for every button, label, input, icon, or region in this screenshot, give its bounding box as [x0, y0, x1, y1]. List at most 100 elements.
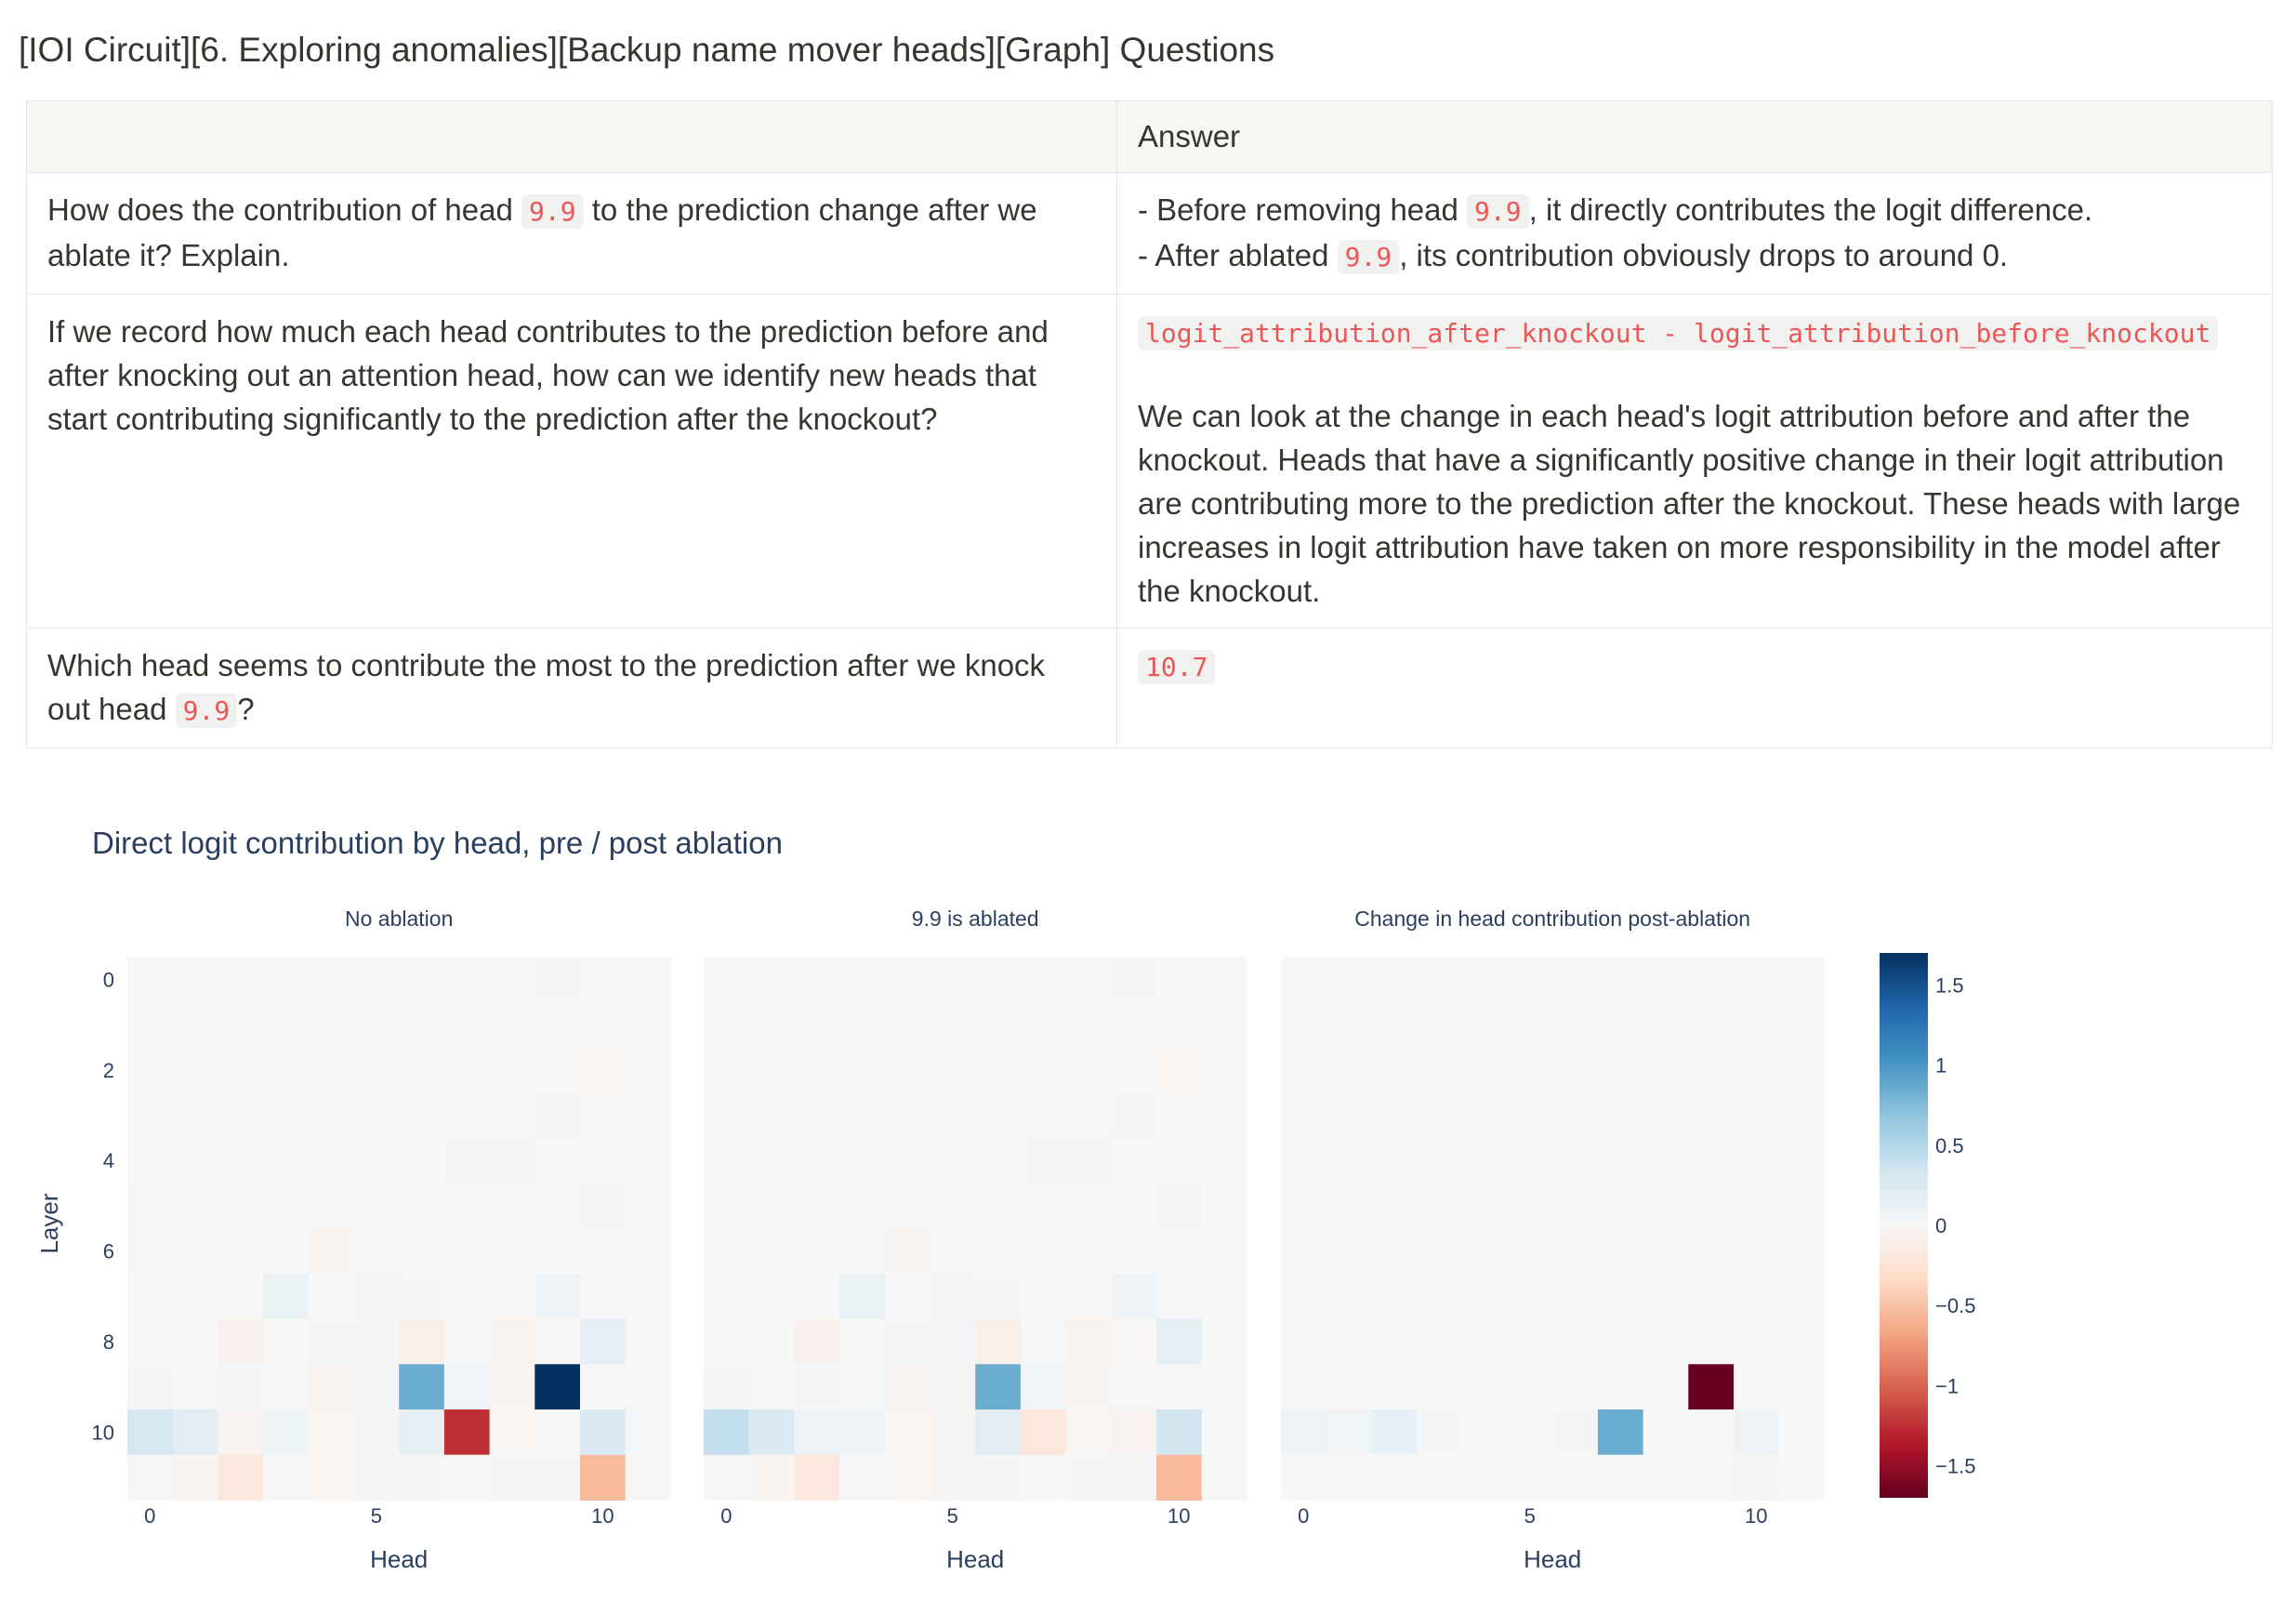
- heatmap-cell: [794, 1318, 840, 1365]
- heatmap-cell: [884, 1454, 931, 1501]
- heatmap-cell: [1688, 1001, 1735, 1048]
- heatmap-cell: [1111, 1364, 1157, 1410]
- heatmap-cell: [1065, 1454, 1112, 1501]
- heatmap-cell: [580, 1364, 627, 1410]
- toggle-arrow-icon[interactable]: ▾: [0, 34, 19, 67]
- heatmap-cell: [1734, 1228, 1780, 1275]
- heatmap-cell: [1597, 1364, 1644, 1410]
- heatmap-cell: [1201, 1273, 1247, 1320]
- heatmap-cell: [839, 1183, 886, 1229]
- heatmap-cell: [353, 957, 400, 1003]
- heatmap-cell: [127, 1001, 174, 1048]
- heatmap-cell: [1111, 1183, 1157, 1229]
- heatmap-cell: [263, 1273, 310, 1320]
- toggle-block[interactable]: ▾ [IOI Circuit][6. Exploring anomalies][…: [0, 20, 1274, 80]
- heatmap-cell: [1734, 1318, 1780, 1365]
- heatmap-cell: [1326, 1092, 1372, 1139]
- heatmap-cell: [884, 1409, 931, 1456]
- heatmap-cell: [1201, 957, 1247, 1003]
- question-text: to the prediction change after we ablate…: [47, 192, 1037, 272]
- heatmap-cell: [1020, 1183, 1067, 1229]
- colorbar-tick-label: 1: [1935, 1054, 1946, 1078]
- colorbar-tick-label: 1.5: [1935, 974, 1964, 998]
- heatmap-cell: [580, 1001, 627, 1048]
- heatmap-cell: [884, 1137, 931, 1184]
- heatmap-cell: [1643, 1092, 1689, 1139]
- heatmap-cell: [1778, 1454, 1825, 1501]
- heatmap-cell: [1326, 1318, 1372, 1365]
- heatmap-cell: [930, 1047, 976, 1093]
- heatmap-cell: [930, 1183, 976, 1229]
- heatmap-cell: [975, 1183, 1022, 1229]
- heatmap-cell: [1778, 1092, 1825, 1139]
- heatmap-cell: [1778, 1137, 1825, 1184]
- heatmap-cell: [534, 1454, 581, 1501]
- answer-line: - After ablated 9.9, its contribution ob…: [1138, 233, 2251, 279]
- heatmap-cell: [172, 1137, 218, 1184]
- heatmap-cell: [884, 1364, 931, 1410]
- question-cell: Which head seems to contribute the most …: [26, 628, 1117, 748]
- heatmap-cell: [580, 1137, 627, 1184]
- heatmap-cell: [975, 1409, 1022, 1456]
- heatmap-cell: [1201, 1137, 1247, 1184]
- heatmap-cell: [1281, 957, 1327, 1003]
- heatmap-cell: [443, 1318, 491, 1365]
- heatmap-cell: [1734, 1364, 1780, 1410]
- heatmap-cell: [1507, 1409, 1553, 1456]
- heatmap-cell: [1461, 1047, 1509, 1093]
- heatmap-cell: [580, 1092, 627, 1139]
- heatmap-cell: [127, 1047, 174, 1093]
- heatmap-cell: [1778, 957, 1825, 1003]
- table-row: How does the contribution of head 9.9 to…: [26, 172, 2273, 295]
- heatmap-cell: [930, 1318, 976, 1365]
- heatmap-cell: [580, 957, 627, 1003]
- heatmap-cell: [704, 1409, 750, 1456]
- heatmap-cell: [839, 1001, 886, 1048]
- heatmap-cell: [534, 1001, 581, 1048]
- heatmap-cell: [884, 1001, 931, 1048]
- heatmap-cell: [930, 1454, 976, 1501]
- heatmap-cell: [1688, 1409, 1735, 1456]
- heatmap-cell: [975, 957, 1022, 1003]
- heatmap-cell: [308, 1409, 355, 1456]
- heatmap-cell: [1734, 1183, 1780, 1229]
- heatmap-cell: [489, 1454, 535, 1501]
- heatmap-chart[interactable]: Direct logit contribution by head, pre /…: [0, 790, 2296, 1601]
- heatmap-cell: [1326, 1228, 1372, 1275]
- heatmap-cell: [263, 1137, 310, 1184]
- heatmap-cell: [704, 1364, 750, 1410]
- heatmap-cell: [794, 1364, 840, 1410]
- heatmap-cell: [127, 1228, 174, 1275]
- heatmap-cell: [975, 1047, 1022, 1093]
- x-tick-label: 10: [591, 1504, 614, 1528]
- question-cell: If we record how much each head contribu…: [26, 294, 1117, 628]
- heatmap-cell: [1643, 1364, 1689, 1410]
- heatmap-cell: [1461, 1137, 1509, 1184]
- heatmap-cell: [218, 1001, 264, 1048]
- heatmap-cell: [534, 1183, 581, 1229]
- heatmap-cell: [625, 1137, 671, 1184]
- heatmap-cell: [839, 1273, 886, 1320]
- heatmap-cell: [794, 1409, 840, 1456]
- inline-code: 9.9: [175, 694, 238, 728]
- heatmap-cell: [127, 1092, 174, 1139]
- heatmap-figure[interactable]: Direct logit contribution by head, pre /…: [0, 790, 2296, 1601]
- heatmap-cell: [1326, 1364, 1372, 1410]
- heatmap-cell: [1734, 957, 1780, 1003]
- heatmap-cell: [489, 1092, 535, 1139]
- heatmap-cell: [1597, 1454, 1644, 1501]
- heatmap-cell: [353, 1228, 400, 1275]
- heatmap-cell: [1065, 1092, 1112, 1139]
- heatmap-cell: [308, 1183, 355, 1229]
- heatmap-cell: [218, 1454, 264, 1501]
- colorbar-tick-label: 0.5: [1935, 1134, 1964, 1158]
- heatmap-cell: [580, 1409, 627, 1456]
- heatmap-cell: [1020, 1273, 1067, 1320]
- heatmap-cell: [704, 1183, 750, 1229]
- heatmap-cell: [884, 1183, 931, 1229]
- heatmap-cell: [1371, 1454, 1418, 1501]
- x-tick-label: 0: [720, 1504, 732, 1528]
- heatmap-cell: [1688, 1318, 1735, 1365]
- heatmap-cell: [1281, 1092, 1327, 1139]
- question-text: Which head seems to contribute the most …: [47, 648, 1046, 726]
